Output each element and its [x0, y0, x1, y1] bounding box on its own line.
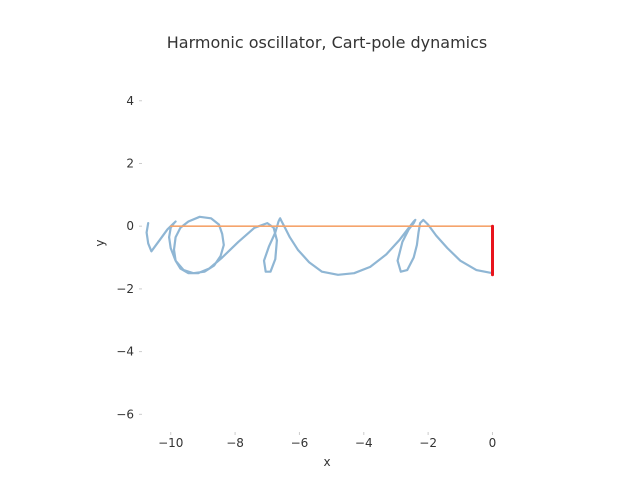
- chart-title: Harmonic oscillator, Cart-pole dynamics: [167, 33, 488, 52]
- y-axis-label: y: [93, 239, 107, 246]
- chart-axes: −10 −8 −6 −4 −2 0 −6 −4 −2 0 2 4: [116, 94, 496, 450]
- x-tick-label: −10: [158, 436, 183, 450]
- x-tick-label: −2: [419, 436, 437, 450]
- x-tick-label: −8: [226, 436, 244, 450]
- x-tick-label: −4: [355, 436, 373, 450]
- x-axis-label: x: [323, 455, 330, 469]
- y-tick-label: −2: [116, 282, 134, 296]
- y-tick-label: 0: [126, 219, 134, 233]
- x-tick-label: −6: [291, 436, 309, 450]
- y-tick-label: 4: [126, 94, 134, 108]
- chart-series: [145, 215, 494, 277]
- y-tick-label: 2: [126, 156, 134, 170]
- trajectory-line: [145, 215, 494, 276]
- x-tick-label: 0: [489, 436, 497, 450]
- y-tick-label: −6: [116, 407, 134, 421]
- y-tick-label: −4: [116, 345, 134, 359]
